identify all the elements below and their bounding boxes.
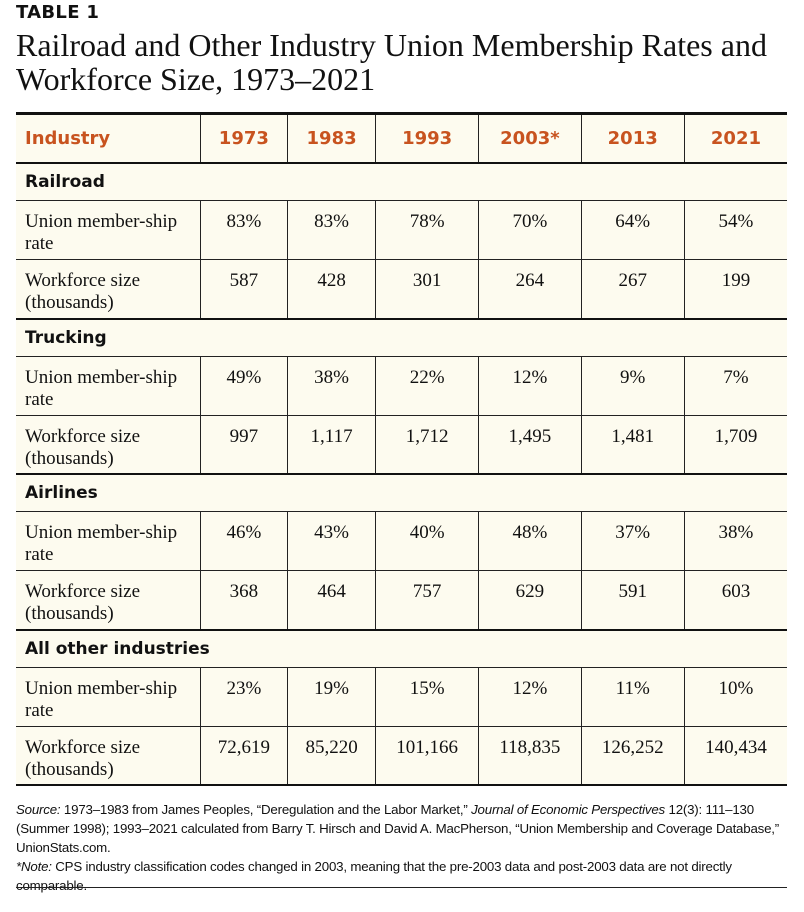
row-label: Union member-ship rate <box>16 667 201 727</box>
row-label: Union member-ship rate <box>16 200 201 260</box>
column-header-year: 1973 <box>199 112 289 164</box>
section-row: Airlines <box>16 473 787 512</box>
table-cell: 428 <box>287 259 376 319</box>
table-cell: 38% <box>287 356 376 416</box>
table-cell: 118,835 <box>478 726 582 786</box>
table-cell: 603 <box>683 570 787 630</box>
bottom-rule <box>16 887 787 888</box>
table-cell: 1,495 <box>478 415 582 475</box>
table-label: TABLE 1 <box>16 2 100 23</box>
row-label: Union member-ship rate <box>16 356 201 416</box>
section-name: All other industries <box>16 628 787 668</box>
comparability-note: *Note: CPS industry classification codes… <box>16 859 732 893</box>
table-cell: 997 <box>199 415 289 475</box>
table-cell: 629 <box>478 570 582 630</box>
table-cell: 11% <box>580 667 685 727</box>
table-cell: 464 <box>287 570 376 630</box>
column-header-year: 2003* <box>478 112 582 164</box>
table-row: Union member-ship rate 23% 19% 15% 12% 11% 10% <box>16 667 787 727</box>
table-title: Railroad and Other Industry Union Member… <box>16 27 767 97</box>
table-cell: 54% <box>683 200 787 260</box>
table-cell: 1,709 <box>683 415 787 475</box>
section-name: Railroad <box>16 163 787 201</box>
section-row: Railroad <box>16 163 787 201</box>
table-cell: 37% <box>580 511 685 571</box>
table-row: Workforce size (thousands) 587 428 301 264 26… <box>16 259 787 319</box>
table-cell: 49% <box>199 356 289 416</box>
table-cell: 199 <box>683 259 787 319</box>
data-table: Industry 1973 1983 1993 2003* 2013 2021 Railro… <box>16 112 787 786</box>
section-row: Trucking <box>16 317 787 357</box>
table-cell: 10% <box>683 667 787 727</box>
table-cell: 22% <box>374 356 480 416</box>
row-label: Workforce size (thousands) <box>16 259 201 319</box>
section-name: Trucking <box>16 317 787 357</box>
table-cell: 591 <box>580 570 685 630</box>
table-cell: 1,712 <box>374 415 480 475</box>
table-row: Union member-ship rate 83% 83% 78% 70% 64% 54% <box>16 200 787 260</box>
table-cell: 301 <box>374 259 480 319</box>
table-cell: 267 <box>580 259 685 319</box>
table-cell: 140,434 <box>683 726 787 786</box>
table-cell: 19% <box>287 667 376 727</box>
table-cell: 12% <box>478 667 582 727</box>
table-cell: 85,220 <box>287 726 376 786</box>
table-row: Workforce size (thousands) 997 1,117 1,712 1… <box>16 415 787 475</box>
table-cell: 126,252 <box>580 726 685 786</box>
column-header-industry: Industry <box>16 112 201 164</box>
table-row: Union member-ship rate 49% 38% 22% 12% 9% 7% <box>16 356 787 416</box>
column-header-year: 1983 <box>287 112 376 164</box>
table-cell: 9% <box>580 356 685 416</box>
column-header-year: 1993 <box>374 112 480 164</box>
footnotes: Source: 1973–1983 from James Peoples, “D… <box>16 800 786 895</box>
table-cell: 43% <box>287 511 376 571</box>
table-cell: 46% <box>199 511 289 571</box>
column-header-year: 2013 <box>580 112 685 164</box>
table-cell: 23% <box>199 667 289 727</box>
table-cell: 7% <box>683 356 787 416</box>
source-note: Source: 1973–1983 from James Peoples, “D… <box>16 802 780 855</box>
table-cell: 83% <box>287 200 376 260</box>
table-cell: 368 <box>199 570 289 630</box>
table-cell: 64% <box>580 200 685 260</box>
table-row: Workforce size (thousands) 72,619 85,220 10… <box>16 726 787 786</box>
table-cell: 38% <box>683 511 787 571</box>
table-cell: 264 <box>478 259 582 319</box>
table-cell: 83% <box>199 200 289 260</box>
header-row: Industry 1973 1983 1993 2003* 2013 2021 <box>16 112 787 164</box>
table-cell: 12% <box>478 356 582 416</box>
table-cell: 587 <box>199 259 289 319</box>
row-label: Workforce size (thousands) <box>16 726 201 786</box>
table-cell: 78% <box>374 200 480 260</box>
table-cell: 1,481 <box>580 415 685 475</box>
table-row: Workforce size (thousands) 368 464 757 629 59… <box>16 570 787 630</box>
table-cell: 101,166 <box>374 726 480 786</box>
table-cell: 757 <box>374 570 480 630</box>
table-cell: 15% <box>374 667 480 727</box>
table-cell: 48% <box>478 511 582 571</box>
table-row: Union member-ship rate 46% 43% 40% 48% 37% 38% <box>16 511 787 571</box>
row-label: Workforce size (thousands) <box>16 415 201 475</box>
table-cell: 1,117 <box>287 415 376 475</box>
column-header-year: 2021 <box>683 112 787 164</box>
table-cell: 40% <box>374 511 480 571</box>
section-name: Airlines <box>16 473 787 512</box>
table-cell: 72,619 <box>199 726 289 786</box>
row-label: Union member-ship rate <box>16 511 201 571</box>
table-cell: 70% <box>478 200 582 260</box>
section-row: All other industries <box>16 628 787 668</box>
row-label: Workforce size (thousands) <box>16 570 201 630</box>
